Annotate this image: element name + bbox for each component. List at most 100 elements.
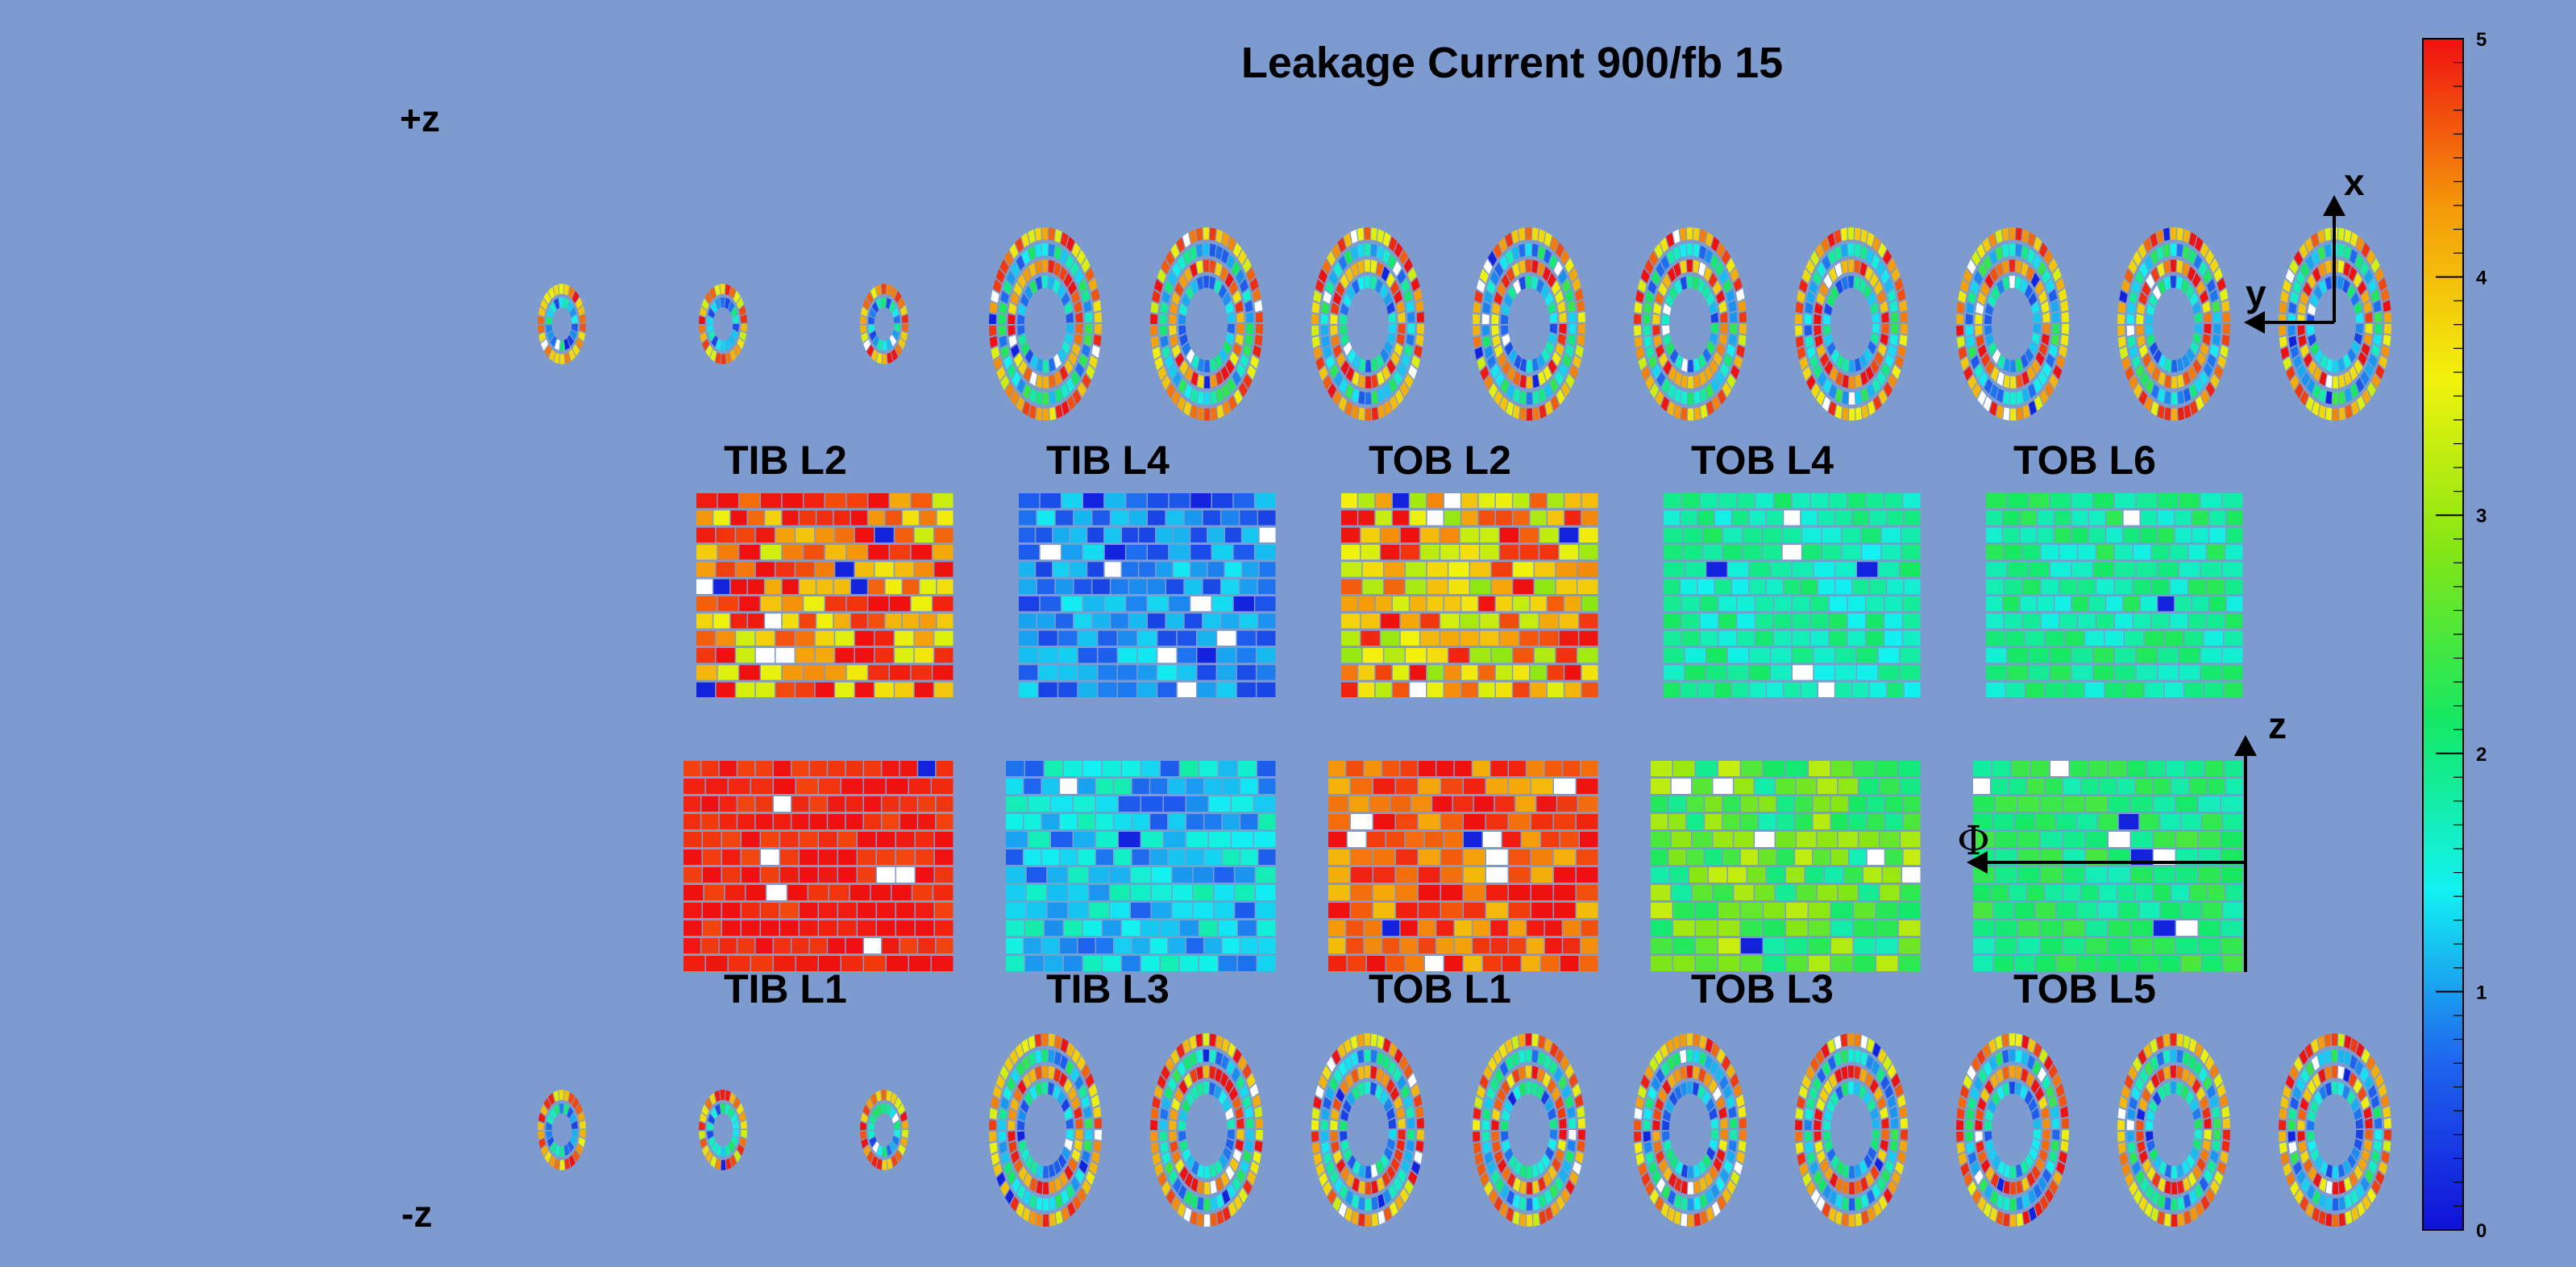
disk-module — [2031, 301, 2040, 314]
disk-module — [710, 301, 718, 314]
disk-module — [1990, 366, 2000, 382]
disk-module — [549, 1107, 557, 1120]
disk-module — [1483, 259, 1493, 275]
barrel-module — [1502, 956, 1521, 971]
barrel-module — [1393, 596, 1409, 612]
disk-module — [1701, 284, 1711, 299]
barrel-module — [1784, 579, 1801, 594]
disk-module — [1066, 324, 1074, 334]
disk-module — [1220, 1171, 1230, 1187]
barrel-module — [1880, 832, 1900, 847]
disk-module — [1372, 1213, 1379, 1227]
barrel-module — [804, 545, 825, 560]
disk-module — [1723, 1159, 1733, 1174]
disk-module — [1653, 1140, 1662, 1153]
barrel-module — [2004, 579, 2022, 594]
disk-module — [1527, 359, 1533, 372]
disk-module — [1214, 278, 1222, 294]
disk-module — [1666, 232, 1674, 247]
barrel-module — [791, 761, 809, 776]
barrel-module — [1358, 493, 1375, 509]
disk-module — [1656, 344, 1664, 359]
disk-module — [2015, 227, 2022, 241]
disk-module — [2188, 248, 2196, 264]
disk-module — [2010, 359, 2017, 372]
disk-module — [889, 301, 896, 313]
disk-module — [2361, 289, 2370, 304]
barrel-module — [1096, 814, 1113, 829]
disk-module — [2331, 1033, 2338, 1046]
disk-module — [1872, 377, 1881, 393]
disk-module — [2287, 1120, 2296, 1130]
disk-module — [2324, 227, 2331, 241]
disk-module — [1538, 1051, 1546, 1066]
barrel-module — [1681, 596, 1700, 612]
barrel-module — [2170, 613, 2188, 629]
barrel-module — [2071, 510, 2088, 525]
disk-module — [1062, 401, 1070, 416]
barrel-module — [1240, 613, 1257, 629]
disk-module — [1218, 1090, 1228, 1105]
disk-module — [1687, 1198, 1694, 1211]
disk-module — [1656, 1068, 1665, 1084]
disk-module — [729, 348, 737, 362]
barrel-module — [1755, 832, 1775, 847]
disk-module — [1978, 1150, 1987, 1165]
disk-module — [1495, 372, 1505, 388]
disk-module — [2202, 301, 2211, 314]
disk-module — [1411, 277, 1420, 292]
disk-module — [1996, 1211, 2004, 1225]
disk-module — [1240, 1159, 1249, 1174]
barrel-module — [716, 562, 735, 577]
disk-module — [2343, 1068, 2351, 1082]
disk-module — [893, 1120, 900, 1129]
barrel-module — [1393, 510, 1409, 525]
disk-module — [1680, 243, 1687, 258]
disk-module — [1358, 1197, 1365, 1211]
disk-module — [1492, 1140, 1501, 1153]
barrel-module — [2133, 579, 2151, 594]
barrel-module — [1835, 648, 1856, 663]
barrel-module — [1222, 779, 1240, 794]
disk-module — [1686, 1066, 1693, 1078]
barrel-module — [1375, 596, 1392, 612]
barrel-module — [1743, 545, 1762, 560]
barrel-module — [2041, 545, 2059, 560]
disk-module — [1877, 1048, 1887, 1064]
disk-module — [1311, 1120, 1319, 1130]
disk-module — [2133, 251, 2142, 267]
disk-module — [2198, 260, 2208, 276]
disk-module — [1506, 1207, 1514, 1223]
disk-module — [1232, 343, 1242, 357]
disk-module — [1658, 1087, 1668, 1103]
disk-module — [1340, 1120, 1348, 1130]
disk-module — [1958, 289, 1967, 303]
barrel-module — [1019, 493, 1040, 509]
disk-module — [2303, 281, 2312, 297]
disk-module — [1655, 1097, 1664, 1111]
disk-module — [714, 1090, 721, 1102]
disk-module — [1474, 1095, 1483, 1109]
barrel-module — [696, 545, 717, 560]
barrel-module — [1083, 545, 1104, 560]
disk-module — [1253, 1151, 1261, 1165]
disk-module — [1502, 303, 1510, 316]
disk-module — [1215, 229, 1224, 243]
disk-module — [2010, 1182, 2017, 1194]
disk-module — [2059, 1151, 2067, 1165]
barrel-module — [1165, 510, 1184, 525]
disk-module — [1338, 1061, 1348, 1077]
disk-module — [1203, 1082, 1209, 1095]
disk-module — [1333, 344, 1342, 359]
barrel-module — [934, 682, 954, 697]
disk-module — [1170, 1049, 1180, 1066]
disk-module — [1196, 276, 1203, 290]
barrel-module — [833, 510, 850, 525]
disk-module — [2343, 262, 2351, 276]
disk-module — [577, 1111, 585, 1122]
disk-module — [1387, 1060, 1397, 1076]
disk-module — [1967, 259, 1976, 275]
barrel-module — [1884, 613, 1902, 629]
disk-module — [2283, 1162, 2292, 1177]
disk-module — [2029, 1207, 2037, 1222]
